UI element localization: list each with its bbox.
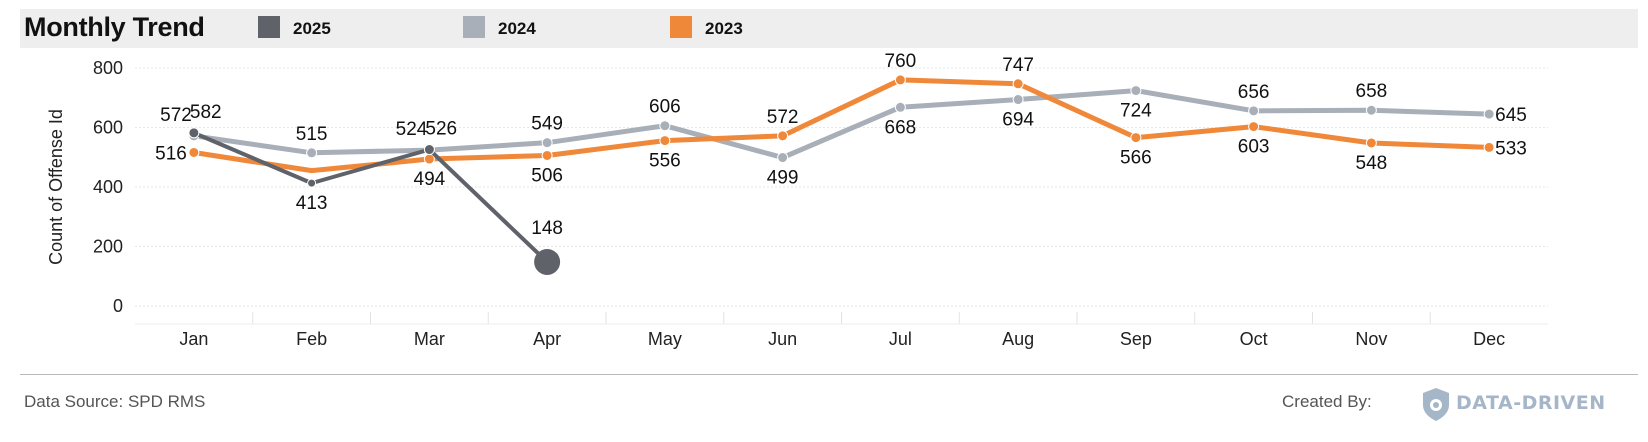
data-point-2025	[307, 178, 317, 188]
series-line-2023	[191, 77, 1492, 174]
x-tick-label: Mar	[414, 329, 445, 349]
x-tick-label: Sep	[1120, 329, 1152, 349]
data-label: 582	[190, 102, 222, 123]
data-label: 516	[155, 143, 187, 164]
data-point-2023	[1012, 78, 1024, 90]
data-point-2024	[541, 137, 553, 149]
data-label: 524	[396, 119, 428, 140]
x-tick-label: Feb	[296, 329, 327, 349]
police-badge-icon	[1423, 388, 1449, 421]
header-band	[20, 9, 1638, 48]
x-tick-label: Jan	[179, 329, 208, 349]
data-label: 556	[649, 151, 681, 172]
data-point-2023	[1483, 141, 1495, 153]
data-label: 499	[767, 168, 799, 189]
data-source-text: Data Source: SPD RMS	[24, 392, 206, 411]
data-label: 548	[1356, 153, 1388, 174]
data-point-2024	[777, 152, 789, 164]
data-point-2023	[894, 74, 906, 86]
data-label: 572	[160, 105, 192, 126]
data-point-2024	[1130, 85, 1142, 97]
data-point-2023	[1248, 121, 1260, 133]
y-tick-label: 600	[93, 118, 123, 138]
logo-text: DATA-DRIVEN	[1456, 392, 1606, 414]
data-label: 747	[1002, 55, 1034, 76]
data-point-2025	[423, 144, 435, 156]
y-tick-label: 400	[93, 177, 123, 197]
data-label: 506	[531, 165, 563, 186]
series-line-2025	[191, 130, 550, 264]
data-label: 549	[531, 114, 563, 135]
data-point-2023	[777, 130, 789, 142]
data-point-2024	[894, 101, 906, 113]
series-line-2024	[191, 88, 1492, 161]
x-tick-label: Aug	[1002, 329, 1034, 349]
data-point-2024	[1012, 94, 1024, 106]
data-label: 724	[1120, 101, 1152, 122]
legend-label-2023: 2023	[705, 19, 743, 38]
data-label: 494	[414, 169, 446, 190]
data-label: 572	[767, 107, 799, 128]
footer-divider	[20, 374, 1638, 375]
monthly-trend-chart: 0 200 400 600 800 Jan Feb Mar Apr May Jun Jul Aug Sep…	[46, 51, 1548, 349]
x-tick-label: Apr	[533, 329, 561, 349]
y-tick-label: 200	[93, 237, 123, 257]
legend-label-2024: 2024	[498, 19, 536, 38]
x-tick-label: Jul	[889, 329, 912, 349]
data-point-2025	[188, 127, 200, 139]
data-driven-logo[interactable]: DATA-DRIVEN	[1420, 386, 1640, 422]
data-label: 566	[1120, 148, 1152, 169]
data-label: 515	[296, 124, 328, 145]
legend-swatch-2025	[258, 16, 280, 38]
legend-swatch-2023	[670, 16, 692, 38]
chart-title: Monthly Trend	[24, 12, 205, 42]
y-axis-label: Count of Offense Id	[46, 109, 66, 265]
data-label: 645	[1495, 105, 1527, 126]
data-point-2025	[534, 248, 561, 275]
data-point-2023	[1365, 137, 1377, 149]
data-label: 413	[296, 193, 328, 214]
data-label: 606	[649, 97, 681, 118]
x-tick-label: May	[648, 329, 682, 349]
data-point-2024	[1248, 105, 1260, 117]
x-tick-label: Nov	[1355, 329, 1387, 349]
data-label: 658	[1356, 81, 1388, 102]
data-point-2024	[1365, 104, 1377, 116]
data-point-2023	[659, 135, 671, 147]
data-label: 603	[1238, 137, 1270, 158]
x-tick-label: Jun	[768, 329, 797, 349]
data-label: 656	[1238, 82, 1270, 103]
created-by-text: Created By:	[1282, 392, 1372, 411]
legend-swatch-2024	[463, 16, 485, 38]
data-point-2023	[188, 146, 200, 158]
x-tick-label: Dec	[1473, 329, 1505, 349]
data-label: 533	[1495, 138, 1527, 159]
data-label: 526	[425, 119, 457, 140]
data-point-2023	[1130, 132, 1142, 144]
y-tick-label: 800	[93, 58, 123, 78]
data-point-2023	[541, 149, 553, 161]
data-point-2024	[1483, 108, 1495, 120]
legend-label-2025: 2025	[293, 19, 331, 38]
data-label: 694	[1002, 110, 1034, 131]
y-tick-label: 0	[113, 296, 123, 316]
data-point-2024	[306, 147, 318, 159]
x-tick-label: Oct	[1240, 329, 1268, 349]
data-point-2024	[659, 120, 671, 132]
data-label: 148	[531, 218, 563, 239]
data-label: 668	[885, 117, 917, 138]
data-label: 760	[885, 51, 917, 72]
